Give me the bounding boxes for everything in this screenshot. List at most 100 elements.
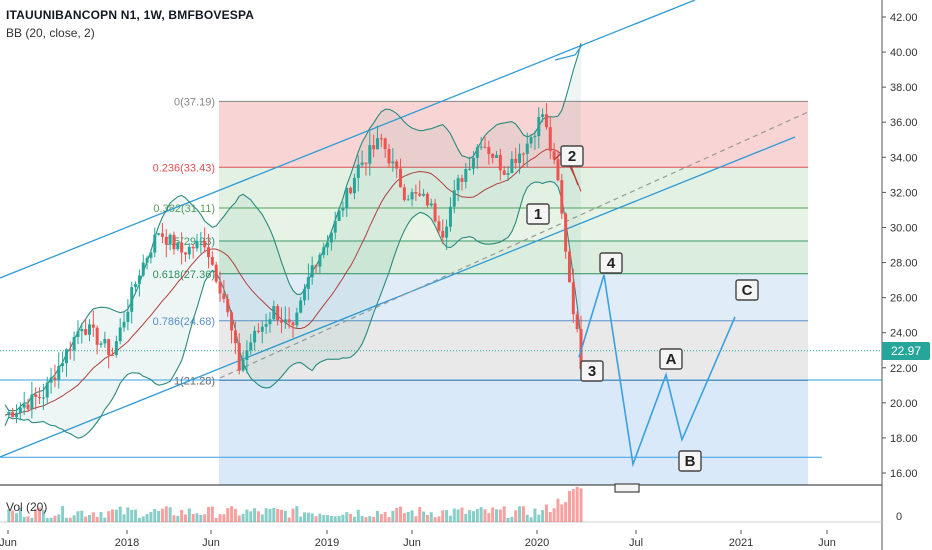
volume-bar [276,509,280,522]
candle [556,159,560,181]
volume-bar [157,511,161,522]
candle [249,342,253,351]
candle [303,288,307,301]
candle [471,157,475,169]
candle [318,254,322,267]
bollinger-upper [4,43,582,412]
candle [552,151,556,160]
volume-bar [199,515,203,522]
volume-bar [402,513,406,522]
candle [337,210,341,222]
volume-bar [487,513,491,522]
candle [506,173,510,175]
volume-bar [218,514,222,522]
candle [233,330,237,344]
volume-bar [521,506,525,522]
volume-bar [383,511,387,522]
volume-bar [560,504,564,522]
candle [375,138,379,150]
volume-bar [495,509,499,522]
volume-bar [326,515,330,522]
volume-bar [18,507,22,522]
volume-bar [537,514,541,522]
candle [333,221,337,233]
candle [383,138,387,150]
volume-bar [445,510,449,522]
candle [76,331,80,338]
candle [268,319,272,325]
candle [295,312,299,326]
candle [38,396,42,398]
candle [521,153,525,155]
candle [245,350,249,360]
candle [425,193,429,206]
volume-bar [57,514,61,522]
volume-bar [210,506,214,522]
candle [529,137,533,144]
candle [441,230,445,238]
fib-label: 0(37.19) [174,96,215,108]
volume-bar [314,516,318,522]
fib-zone-extension [219,380,808,485]
candle [541,114,545,117]
candle [64,349,68,364]
price-tick-label: 40.00 [890,47,918,59]
price-tick-label: 20.00 [890,398,918,410]
candle [176,242,180,250]
candle [564,213,568,252]
price-tick-label: 36.00 [890,117,918,129]
volume-bar [364,517,368,522]
candle [91,324,95,328]
candle [387,149,391,164]
candle [341,208,345,211]
candle [560,180,564,214]
candle [107,339,111,355]
price-tick-label: 24.00 [890,328,918,340]
candle [372,145,376,150]
candle [210,257,214,265]
volume-bar [414,516,418,522]
candle [291,322,295,326]
volume-bar [468,510,472,522]
candle [172,234,176,250]
volume-bar [253,508,257,522]
price-tick-label: 28.00 [890,258,918,270]
price-tick-label: 30.00 [890,222,918,234]
volume-bars [7,486,583,522]
volume-bar [303,512,307,522]
volume-bar [410,510,414,522]
volume-bar [195,513,199,522]
volume-bar [279,509,283,522]
volume-bar [245,509,249,522]
candle [87,324,91,335]
candle [299,300,303,313]
candle [475,147,479,158]
candle [214,264,218,282]
wave-box-partial [614,483,640,493]
candle [130,287,134,312]
chart-title: ITAUUNIBANCOPN N1, 1W, BMFBOVESPA [6,8,255,22]
wave-label-2: 2 [568,148,576,165]
volume-bar [207,506,211,522]
volume-bar [460,507,464,522]
volume-bar [391,510,395,522]
bollinger-lower [4,180,582,439]
candle [379,138,383,140]
volume-bar [352,516,356,522]
candle [264,324,268,327]
volume-bar [433,517,437,522]
channel-lower [0,136,796,458]
volume-bar [375,510,379,522]
volume-bar [230,506,234,522]
candle [160,233,164,237]
volume-bar [295,506,299,522]
time-tick-label: 2021 [729,537,753,549]
volume-bar [268,508,272,522]
volume-bar [479,507,483,522]
volume-bar [452,508,456,522]
volume-bar [283,510,287,522]
volume-bar [160,508,164,522]
volume-bar [103,517,107,522]
price-tick-label: 16.00 [890,468,918,480]
